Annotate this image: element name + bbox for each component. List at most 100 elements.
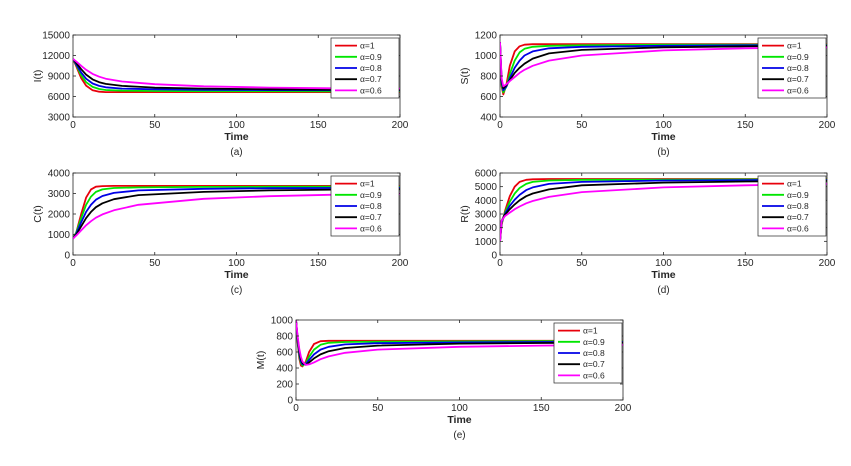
y-tick-label: 0 [64,251,70,262]
legend-entry: α=1 [360,41,375,51]
legend: α=1α=0.9α=0.8α=0.7α=0.6 [757,37,827,99]
series-line-3 [500,42,827,92]
y-tick-label: 12000 [42,51,70,62]
y-tick-label: 15000 [42,31,70,42]
legend-entry: α=0.6 [360,85,382,95]
panel-label: (d) [657,285,669,296]
y-tick-label: 1000 [475,237,498,248]
series-line-4 [500,42,827,90]
y-tick-label: 4000 [48,169,71,180]
x-tick-label: 100 [228,258,245,269]
x-tick-label: 0 [70,120,76,131]
legend: α=1α=0.9α=0.8α=0.7α=0.6 [330,37,400,99]
series-line-5 [73,58,400,90]
legend-entry: α=0.7 [787,212,809,222]
chart-panel-5: 0 50 100 150 200 0 200 400 600 800 1000 Time M(t) (e)… [255,316,632,442]
y-tick-label: 600 [480,92,497,103]
x-tick-label: 150 [737,120,754,131]
series-group [73,184,400,240]
y-tick-label: 6000 [48,92,71,103]
panel-label: (c) [231,285,243,296]
series-group [296,320,623,368]
series-line-5 [296,320,623,366]
series-line-5 [73,192,400,240]
legend-entry: α=0.9 [787,52,809,62]
x-tick-label: 50 [576,120,588,131]
series-line-2 [73,58,400,93]
y-tick-label: 1000 [271,316,294,327]
y-tick-label: 3000 [48,189,71,200]
x-tick-label: 200 [819,120,836,131]
legend-entry: α=0.9 [360,190,382,200]
series-group [73,58,400,93]
y-tick-label: 3000 [475,210,498,221]
x-tick-label: 100 [655,258,672,269]
x-tick-label: 50 [576,258,588,269]
legend-entry: α=0.6 [360,223,382,233]
x-axis-label: Time [447,414,471,426]
series-line-4 [73,188,400,240]
x-axis-label: Time [651,269,675,281]
legend-entry: α=0.7 [787,74,809,84]
legend: α=1α=0.9α=0.8α=0.7α=0.6 [757,175,827,237]
x-tick-label: 50 [149,120,161,131]
y-axis-label: C(t) [32,205,44,223]
y-tick-label: 600 [276,348,293,359]
x-tick-label: 0 [497,258,503,269]
x-tick-label: 100 [451,403,468,414]
series-line-5 [500,42,827,88]
x-tick-label: 0 [70,258,76,269]
legend-entry: α=0.7 [360,212,382,222]
legend-entry: α=0.9 [787,190,809,200]
y-axis-label: R(t) [459,205,471,223]
legend-entry: α=1 [583,326,598,336]
chart-panel-4: 0 50 100 150 2000100020003000400050006000Tim… [459,169,836,297]
series-line-2 [500,42,827,94]
legend-entry: α=0.8 [360,201,382,211]
series-line-5 [500,183,827,242]
chart-panel-3: 0 50 100 150 20001000200030004000TimeC(t)(c)… [32,169,409,297]
y-axis-label: S(t) [459,68,471,85]
x-tick-label: 100 [228,120,245,131]
x-tick-label: 150 [737,258,754,269]
x-tick-label: 100 [655,120,672,131]
y-tick-label: 400 [276,364,293,375]
x-tick-label: 200 [392,120,409,131]
x-tick-label: 200 [392,258,409,269]
legend-entry: α=0.9 [583,337,605,347]
y-tick-label: 6000 [475,169,498,180]
panel-label: (e) [453,430,465,441]
x-tick-label: 50 [149,258,161,269]
legend-entry: α=0.7 [360,74,382,84]
y-tick-label: 200 [276,380,293,391]
x-tick-label: 150 [533,403,550,414]
legend-entry: α=0.6 [583,370,605,380]
x-axis-label: Time [224,269,248,281]
y-tick-label: 2000 [475,223,498,234]
legend: α=1α=0.9α=0.8α=0.7α=0.6 [330,175,400,237]
y-tick-label: 0 [287,396,293,407]
legend-entry: α=0.9 [360,52,382,62]
panel-label: (b) [657,147,669,158]
y-tick-label: 2000 [48,210,71,221]
x-tick-label: 200 [615,403,632,414]
chart-panel-1: 0 50 100 150 200 3000 6000 9000 12000 15000 Time I(… [32,31,409,159]
y-axis-label: I(t) [32,70,44,83]
y-tick-label: 400 [480,113,497,124]
y-tick-label: 5000 [475,182,498,193]
legend-entry: α=0.6 [787,223,809,233]
legend-entry: α=1 [787,179,802,189]
y-tick-label: 1000 [48,230,71,241]
y-tick-label: 3000 [48,113,71,124]
legend-entry: α=0.8 [583,348,605,358]
legend: α=1α=0.9α=0.8α=0.7α=0.6 [553,322,623,384]
legend-entry: α=0.8 [360,63,382,73]
series-line-3 [73,186,400,240]
legend-entry: α=1 [360,179,375,189]
chart-panel-2: 0 50 100 150 200 400 600 800 1000 1200 Time S(t) (b)… [459,31,836,159]
x-tick-label: 150 [310,258,327,269]
x-tick-label: 0 [293,403,299,414]
x-axis-label: Time [651,131,675,143]
y-tick-label: 1200 [475,31,498,42]
y-tick-label: 800 [480,72,497,83]
